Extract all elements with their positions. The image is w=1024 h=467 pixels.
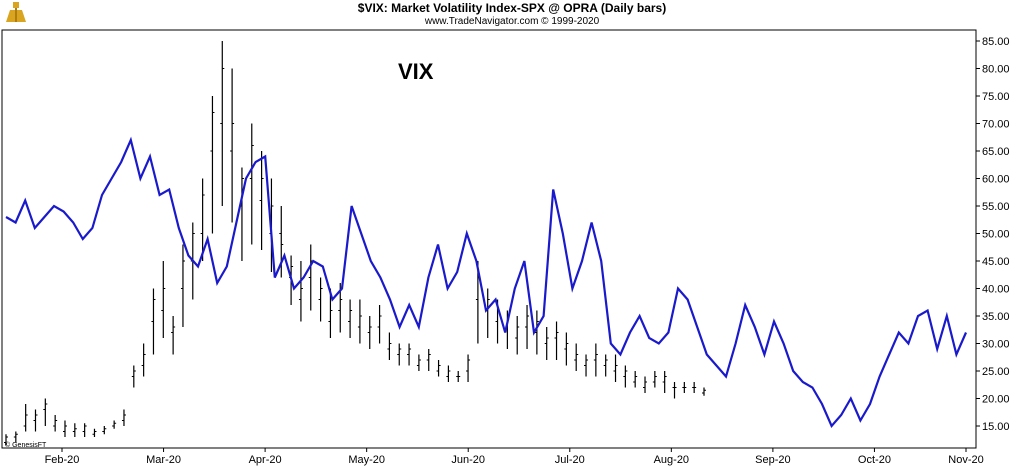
y-tick-label: 30.00 [982,339,1010,351]
ohlc-bar [121,409,126,426]
plot-frame [1,29,977,449]
y-tick-label: 55.00 [982,201,1010,213]
ohlc-bar [613,354,618,382]
ohlc-bar [702,387,706,396]
ohlc-bar [43,398,48,426]
ohlc-bar [230,68,235,223]
ohlc-bar [33,409,38,432]
ohlc-bar [652,371,657,388]
x-tick-label: Jul-20 [555,454,585,466]
x-tick-label: Jun-20 [451,454,485,466]
x-tick-label: Apr-20 [249,454,282,466]
ohlc-bar [584,354,589,377]
ohlc-bar [82,423,87,437]
vix-annotation: VIX [398,59,434,84]
ohlc-bar [692,382,697,393]
y-tick-label: 80.00 [982,64,1010,76]
ohlc-bar [171,316,176,355]
y-tick-label: 45.00 [982,256,1010,268]
tradenavigator-logo-icon [6,2,26,22]
ohlc-bar [92,428,97,437]
ohlc-bar [249,123,254,245]
chart-subtitle: www.TradeNavigator.com © 1999-2020 [424,16,600,27]
ohlc-bar [53,415,58,432]
ohlc-bar [13,431,18,443]
ohlc-bar [112,420,117,429]
y-tick-label: 60.00 [982,174,1010,186]
ohlc-bar [672,382,677,399]
y-tick-label: 40.00 [982,284,1010,296]
genesis-watermark: © GenesisFT [5,441,47,449]
y-tick-label: 65.00 [982,146,1010,158]
ohlc-bar [623,365,628,388]
plot-area [1,29,977,449]
ohlc-bar [357,299,362,344]
ohlc-bar [682,382,687,393]
ohlc-bar [377,305,382,344]
ohlc-bar [633,371,638,388]
ohlc-bar [279,206,284,278]
x-tick-label: May-20 [348,454,385,466]
ohlc-bar [456,371,461,382]
ohlc-bar [200,178,205,261]
ohlc-bar [515,316,520,355]
ohlc-bar [525,305,530,349]
ohlc-bar [397,343,402,366]
ohlc-bar [141,343,146,377]
y-tick-label: 25.00 [982,366,1010,378]
x-tick-label: Nov-20 [948,454,983,466]
ohlc-bar [603,354,608,377]
ohlc-bar [298,261,303,322]
ohlc-bar [416,354,421,371]
x-tick-label: Sep-20 [755,454,790,466]
ohlc-bar [4,434,8,446]
ohlc-bar [466,354,471,382]
ohlc-bar [180,244,185,327]
ohlc-bar [436,360,441,377]
y-tick-label: 50.00 [982,229,1010,241]
ohlc-bar [259,151,264,250]
ohlc-bar [72,423,77,437]
ohlc-bar [318,277,323,322]
ohlc-bar [554,321,559,360]
ohlc-bar [151,288,156,355]
ohlc-bar [23,404,28,432]
y-tick-label: 35.00 [982,311,1010,323]
y-tick-label: 75.00 [982,91,1010,103]
ohlc-bar [161,261,166,338]
ohlc-bar [102,426,107,435]
x-tick-label: Feb-20 [45,454,80,466]
chart-header: $VIX: Market Volatility Index-SPX @ OPRA… [0,0,1024,30]
chart-title: $VIX: Market Volatility Index-SPX @ OPRA… [357,1,667,15]
ohlc-bar [407,343,412,366]
ohlc-bar [426,349,431,371]
ohlc-bars [4,41,706,446]
y-axis: 15.00 20.00 25.00 30.00 35.00 40.00 45.00 50.00… [976,36,1010,433]
x-axis: Feb-20 Mar-20 Apr-20 May-20 Jun-20 Jul-20 Aug-… [45,448,984,466]
ohlc-bar [662,371,667,393]
ohlc-bar [544,327,549,360]
x-tick-label: Mar-20 [146,454,181,466]
ohlc-bar [348,299,353,338]
ohlc-bar [220,41,225,206]
y-tick-label: 15.00 [982,421,1010,433]
y-tick-label: 70.00 [982,119,1010,131]
ohlc-bar [446,365,451,382]
ohlc-bar [131,365,136,388]
ohlc-bar [593,343,598,377]
ohlc-bar [564,332,569,366]
y-tick-label: 20.00 [982,394,1010,406]
y-tick-label: 85.00 [982,36,1010,48]
x-tick-label: Aug-20 [654,454,689,466]
ohlc-bar [328,288,333,338]
ohlc-bar [574,343,579,371]
ohlc-bar [367,316,372,349]
x-tick-label: Oct-20 [858,454,891,466]
series-line [5,136,968,429]
ohlc-bar [387,332,392,360]
ohlc-bar [62,420,67,437]
ohlc-bar [643,376,648,393]
ohlc-bar [210,96,215,234]
